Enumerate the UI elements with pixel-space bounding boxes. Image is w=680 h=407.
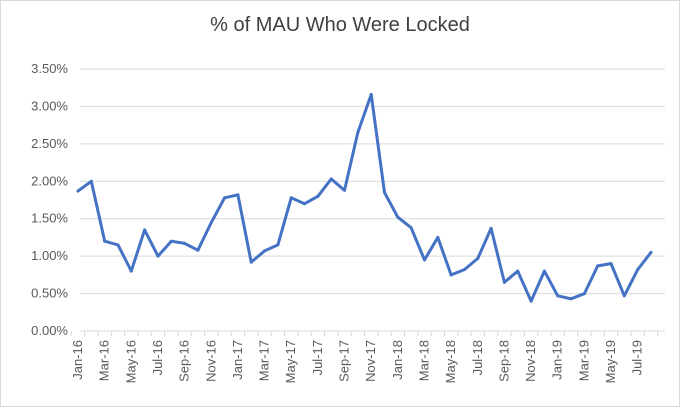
data-point [462,268,466,272]
y-tick-label: 0.50% [31,286,68,301]
data-point [316,194,320,198]
x-tick-label: Sep-18 [496,340,511,382]
y-tick-label: 2.50% [31,136,68,151]
x-tick-label: Sep-17 [337,340,352,382]
data-point [289,196,293,200]
data-point [582,292,586,296]
x-tick-label: Mar-17 [257,340,272,381]
data-point [143,228,147,232]
x-tick-label: Sep-16 [177,340,192,382]
data-point [249,260,253,264]
data-point [169,239,173,243]
x-axis-tick-marks [70,331,659,336]
data-point [263,249,267,253]
data-point [383,191,386,194]
x-tick-label: May-17 [283,340,298,383]
x-tick-label: Mar-16 [97,340,112,381]
x-tick-label: Nov-18 [523,340,538,382]
x-tick-label: May-19 [603,340,618,383]
y-tick-label: 3.00% [31,98,68,113]
y-tick-label: 1.00% [31,248,68,263]
data-point [76,189,80,193]
data-point [542,269,546,273]
data-point [636,268,640,272]
data-point [556,294,560,298]
x-tick-label: Nov-17 [363,340,378,382]
data-point [516,269,520,273]
x-tick-label: Jan-16 [70,340,85,380]
data-point [489,226,493,230]
x-tick-label: Jul-19 [630,340,645,375]
y-tick-label: 2.00% [31,173,68,188]
data-point [329,177,333,181]
data-point [423,258,426,262]
x-tick-label: Mar-19 [576,340,591,381]
data-point [609,262,613,266]
y-tick-label: 0.00% [31,323,68,338]
x-tick-label: Jan-19 [550,340,565,380]
x-tick-label: Jul-18 [470,340,485,375]
data-point [209,221,213,224]
data-point [223,196,227,200]
x-axis-labels: Jan-16 Mar-16 May-16 Jul-16 Sep-16 Nov-16 Jan-… [70,340,645,383]
data-point [89,179,93,183]
data-point [156,254,160,258]
data-point [236,193,240,197]
y-axis-labels: 0.00% 0.50% 1.00% 1.50% 2.00% 2.50% 3.00% 3.50% [31,61,68,338]
x-tick-label: May-16 [123,340,138,383]
data-point [369,93,373,96]
data-point [622,294,626,298]
x-tick-label: Jan-18 [390,340,405,380]
data-point [529,299,533,303]
chart-title: % of MAU Who Were Locked [210,14,470,36]
data-point [116,243,120,247]
data-point [356,131,360,135]
data-point [449,273,453,277]
x-tick-label: Mar-18 [416,340,431,381]
data-point [343,188,346,192]
series-line [76,93,653,303]
x-tick-label: Nov-16 [203,340,218,382]
data-point [502,280,506,284]
data-point [436,235,440,239]
data-point [409,226,413,230]
data-point [183,241,187,245]
data-point [129,269,133,273]
y-tick-label: 3.50% [31,61,68,76]
data-point [303,202,306,206]
x-tick-label: May-18 [443,340,458,383]
x-tick-label: Jul-16 [150,340,165,375]
x-tick-label: Jul-17 [310,340,325,375]
data-point [396,215,400,219]
data-point [649,250,653,254]
data-point [276,243,280,247]
gridlines [80,68,665,295]
y-tick-label: 1.50% [31,211,68,226]
x-tick-label: Jan-17 [230,340,245,380]
data-point [476,256,480,260]
data-point [196,248,200,252]
data-point [569,297,573,301]
data-point [596,264,600,268]
data-points [76,93,653,303]
data-point [103,239,107,243]
